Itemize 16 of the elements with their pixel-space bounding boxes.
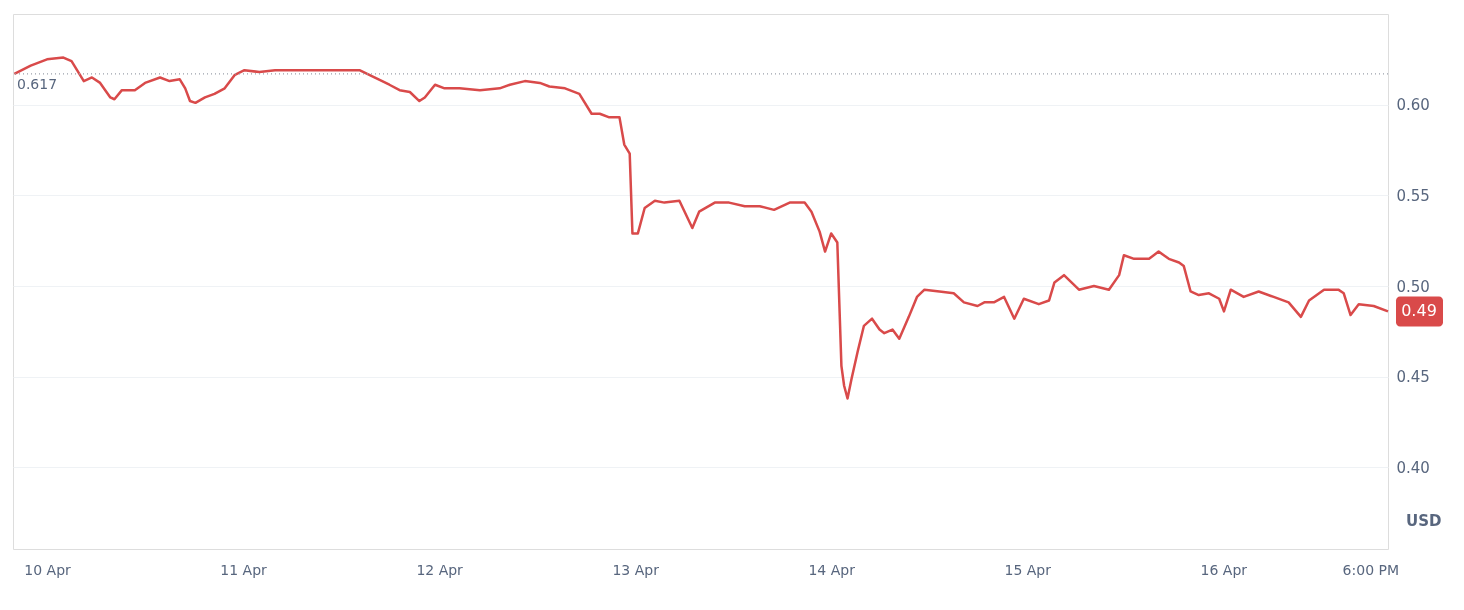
text: 0.49 xyxy=(1401,301,1437,321)
x-tick-label: 11 Apr xyxy=(220,561,268,578)
y-tick-label: 0.40 xyxy=(1396,458,1430,477)
x-tick-label: 14 Apr xyxy=(808,561,856,578)
y-tick-label: 0.60 xyxy=(1396,96,1430,115)
y-tick-label: 0.50 xyxy=(1396,277,1430,296)
y-tick-label: 0.55 xyxy=(1396,186,1430,205)
x-tick-label: 15 Apr xyxy=(1004,561,1052,578)
x-tick-label: 6:00 PM xyxy=(1342,561,1400,578)
y-tick-label: 0.45 xyxy=(1396,368,1430,387)
x-tick-label: 12 Apr xyxy=(416,561,464,578)
x-tick-label: 10 Apr xyxy=(24,561,72,578)
x-tick-label: 16 Apr xyxy=(1200,561,1248,578)
x-tick-label: 13 Apr xyxy=(612,561,660,578)
ref-line-label: 0.617 xyxy=(17,75,58,92)
y-axis-title: USD xyxy=(1406,512,1442,530)
